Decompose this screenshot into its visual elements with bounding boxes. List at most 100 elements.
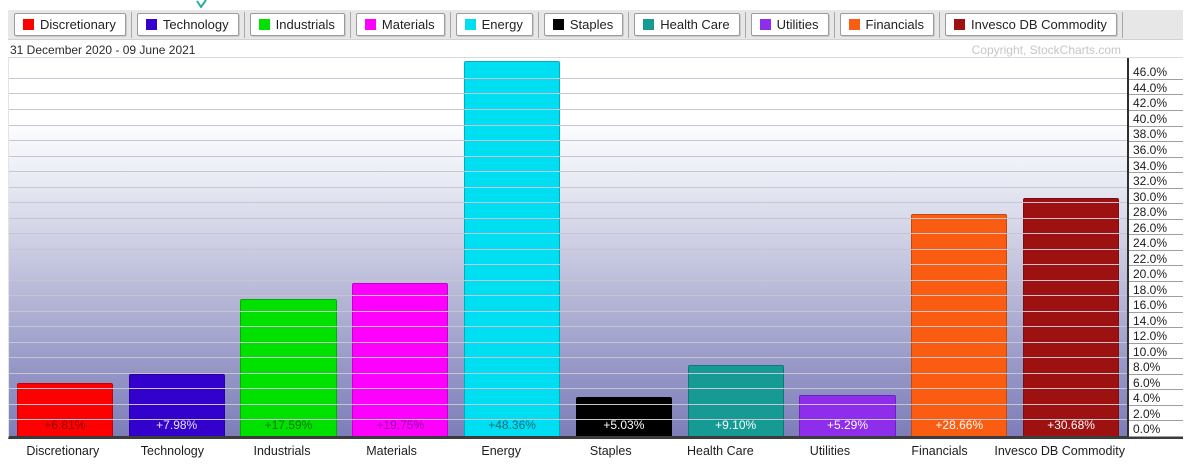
legend-item-label: Discretionary: [40, 17, 116, 32]
bar-materials: +19.75%: [352, 282, 449, 436]
legend-swatch-icon: [954, 19, 966, 30]
y-tick-label: 28.0%: [1129, 204, 1183, 220]
date-range-label: 31 December 2020 - 09 June 2021: [10, 42, 196, 57]
x-category-label: Health Care: [687, 444, 754, 458]
y-tick-label: 42.0%: [1129, 95, 1183, 112]
legend-swatch-icon: [552, 19, 564, 30]
x-category-label: Discretionary: [26, 444, 100, 458]
y-tick-label: 16.0%: [1129, 297, 1183, 313]
legend-divider: [833, 11, 835, 38]
gridline: [9, 171, 1127, 173]
y-tick-label: 40.0%: [1129, 111, 1183, 127]
y-tick-label: 4.0%: [1129, 390, 1183, 406]
y-tick-label: 0.0%: [1129, 421, 1183, 437]
legend-item-financials[interactable]: Financials: [839, 13, 935, 36]
x-category-label: Technology: [140, 444, 205, 458]
legend-item-label: Invesco DB Commodity: [971, 17, 1107, 32]
gridline: [9, 155, 1127, 157]
legend-swatch-icon: [145, 19, 157, 30]
bars-container: +6.81% +7.98% +17.59% +19.75% +48.36% +5.03% +…: [9, 58, 1127, 436]
clipped-check-mark-icon: [196, 0, 207, 8]
bar-value-label: +48.36%: [488, 418, 536, 432]
legend-item-utilities[interactable]: Utilities: [750, 13, 829, 36]
gridline: [9, 372, 1127, 374]
gridline: [9, 326, 1127, 328]
bar-technology: +7.98%: [128, 374, 225, 436]
gridline: [9, 419, 1127, 421]
bar-value-label: +19.75%: [376, 418, 425, 432]
legend-divider: [939, 11, 941, 38]
gridline: [9, 186, 1127, 188]
y-tick-label: 14.0%: [1129, 312, 1183, 329]
legend-item-technology[interactable]: Technology: [136, 13, 239, 36]
bar-staples: +5.03%: [575, 396, 672, 436]
legend-swatch-icon: [643, 19, 655, 30]
x-category-label: Utilities: [809, 444, 851, 458]
x-category-label: Industrials: [253, 444, 311, 458]
bar-value-label: +7.98%: [156, 418, 198, 432]
bar-invesco-db-commodity: +30.68%: [1023, 197, 1120, 436]
gridline: [9, 93, 1127, 95]
bar-value-label: +30.68%: [1047, 418, 1095, 432]
gridline: [9, 77, 1127, 79]
y-tick-label: 44.0%: [1129, 79, 1183, 96]
y-tick-label: 24.0%: [1129, 235, 1183, 251]
y-tick-label: 10.0%: [1129, 343, 1183, 360]
y-tick-label: 18.0%: [1129, 281, 1183, 298]
legend-item-label: Energy: [481, 17, 523, 32]
y-tick-label: 8.0%: [1129, 359, 1183, 375]
legend-item-label: Staples: [569, 17, 614, 32]
chart-header: 31 December 2020 - 09 June 2021 Copyrigh…: [8, 42, 1183, 57]
legend-item-label: Industrials: [275, 17, 335, 32]
legend-item-label: Health Care: [660, 17, 730, 32]
x-category-label: Energy: [481, 444, 521, 458]
gridline: [9, 248, 1127, 250]
legend-item-health-care[interactable]: Health Care: [634, 13, 740, 36]
bar-value-label: +6.81%: [44, 418, 86, 432]
y-tick-label: 34.0%: [1129, 157, 1183, 174]
y-tick-label: 36.0%: [1129, 142, 1183, 158]
legend-divider: [744, 11, 746, 38]
gridline: [9, 357, 1127, 359]
y-tick-label: 46.0%: [1129, 64, 1183, 80]
gridline: [9, 295, 1127, 297]
bar-industrials: +17.59%: [240, 299, 337, 436]
x-category-label: Financials: [911, 444, 968, 458]
bar-slot: +19.75%: [352, 58, 449, 436]
bar-discretionary: +6.81%: [16, 383, 113, 436]
copyright-label: Copyright, StockCharts.com: [971, 42, 1121, 57]
legend-item-label: Financials: [865, 17, 925, 32]
legend-swatch-icon: [258, 19, 270, 30]
bar-value-label: +28.66%: [935, 418, 984, 432]
x-axis-labels: Discretionary Technology Industrials Materi…: [8, 444, 1125, 460]
bar-value-label: +9.10%: [715, 418, 757, 432]
legend-item-staples[interactable]: Staples: [543, 13, 624, 36]
legend-divider: [537, 11, 539, 38]
bar-value-label: +5.03%: [603, 418, 645, 432]
legend-item-label: Technology: [162, 17, 229, 32]
legend-bar: Discretionary Technology Industrials Materi…: [8, 10, 1183, 40]
legend-item-label: Materials: [381, 17, 435, 32]
bar-slot: +30.68%: [1023, 58, 1120, 436]
bar-slot: +7.98%: [128, 58, 225, 436]
y-tick-label: 30.0%: [1129, 188, 1183, 205]
x-category-label: Staples: [589, 444, 632, 458]
legend-item-discretionary[interactable]: Discretionary: [14, 13, 126, 36]
legend-divider: [1121, 11, 1123, 38]
y-tick-label: 26.0%: [1129, 219, 1183, 236]
legend-item-materials[interactable]: Materials: [355, 13, 445, 36]
bar-slot: +48.36%: [464, 58, 561, 436]
legend-item-invesco-db-commodity[interactable]: Invesco DB Commodity: [945, 13, 1117, 36]
gridline: [9, 202, 1127, 204]
y-tick-label: 20.0%: [1129, 266, 1183, 282]
legend-item-industrials[interactable]: Industrials: [249, 13, 345, 36]
gridline: [9, 341, 1127, 343]
legend-item-energy[interactable]: Energy: [455, 13, 533, 36]
bar-slot: +17.59%: [240, 58, 337, 436]
y-tick-label: 22.0%: [1129, 250, 1183, 267]
gridline: [9, 279, 1127, 281]
x-category-label: Materials: [366, 444, 417, 458]
legend-divider: [349, 11, 351, 38]
bar-health-care: +9.10%: [687, 365, 784, 436]
